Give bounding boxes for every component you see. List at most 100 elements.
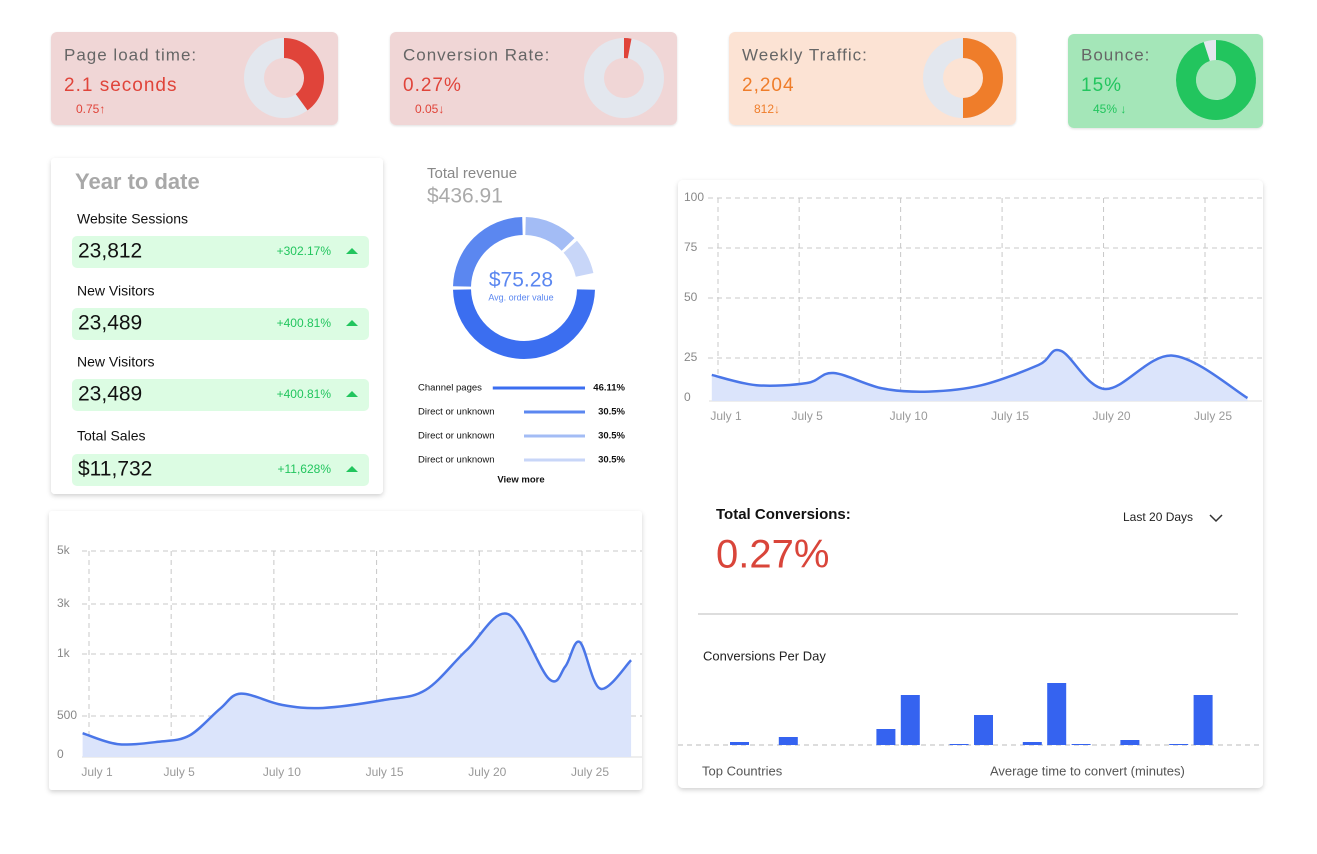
y-tick-label: 75 [684,240,698,254]
ytd-box [72,236,369,268]
y-tick-label: 0 [684,390,691,404]
up-caret [346,248,358,254]
legend-name: Channel pages [418,383,482,394]
ytd-title: Year to date [75,169,200,194]
ytd-change: +400.81% [277,316,332,330]
x-tick-label: July 1 [710,409,742,423]
view-more-link[interactable]: View more [497,475,544,486]
gauge-arc [962,38,1003,118]
conversions-title: Total Conversions: [716,506,851,523]
ytd-value: 23,489 [78,383,142,406]
ytd-label: Total Sales [77,428,145,444]
footer-right: Average time to convert (minutes) [990,763,1185,778]
line [82,612,632,746]
bar [1169,744,1189,745]
conversions-panel [678,180,1263,788]
ytd-box [72,308,369,340]
y-tick-label: 5k [57,543,71,557]
x-tick-label: July 25 [1194,409,1232,423]
donut-center-value: $75.28 [489,269,553,292]
ytd-label: New Visitors [77,283,155,299]
kpi-change: 812↓ [754,102,780,116]
kpi-value: 2.1 seconds [64,75,177,96]
bar [730,742,749,745]
donut-segment [453,289,595,359]
up-caret [346,466,358,472]
x-tick-label: July 1 [81,765,113,779]
ytd-box [72,454,369,486]
x-tick-label: July 5 [163,765,195,779]
bar [778,737,798,745]
donut-segment [524,217,575,252]
ytd-box [72,379,369,411]
y-tick-label: 0 [57,747,64,761]
ytd-label: New Visitors [77,354,155,370]
area-fill [82,613,632,757]
kpi-label: Bounce: [1081,45,1150,64]
y-tick-label: 1k [57,646,71,660]
bar [1047,683,1067,745]
kpi-change: 0.05↓ [415,102,444,116]
gauge-arc [1176,40,1256,120]
y-tick-label: 25 [684,350,698,364]
bar [876,729,896,745]
line [711,348,1249,400]
x-tick-label: July 15 [366,765,404,779]
legend-value: 30.5% [598,431,625,442]
revenue-title: Total revenue [427,165,517,182]
donut-segment [453,217,524,288]
ytd-change: +11,628% [278,462,332,476]
legend-value: 30.5% [598,407,625,418]
bar [1120,740,1140,745]
x-tick-label: July 20 [468,765,506,779]
bar [974,715,993,745]
x-tick-label: July 15 [991,409,1029,423]
bar [1193,695,1213,745]
gauge-arc [623,38,632,59]
kpi-label: Page load time: [64,45,197,64]
legend-name: Direct or unknown [418,431,495,442]
revenue-total: $436.91 [427,185,503,208]
period-dropdown[interactable]: Last 20 Days [1123,510,1193,524]
bar-title: Conversions Per Day [703,648,826,663]
y-tick-label: 50 [684,290,698,304]
donut-center-label: Avg. order value [488,292,553,302]
kpi-value: 0.27% [403,75,462,96]
donut-segment [563,240,594,278]
up-caret [346,320,358,326]
footer-left: Top Countries [702,763,783,778]
y-tick-label: 500 [57,708,77,722]
gauge-arc [283,38,324,111]
kpi-change: 45% ↓ [1093,102,1126,116]
conversions-value: 0.27% [716,533,829,577]
kpi-change: 0.75↑ [76,102,105,116]
ytd-value: $11,732 [78,458,152,481]
ytd-change: +400.81% [277,387,332,401]
legend-name: Direct or unknown [418,455,495,466]
ytd-label: Website Sessions [77,211,188,227]
bar [949,744,969,745]
kpi-label: Conversion Rate: [403,45,550,64]
x-tick-label: July 20 [1093,409,1131,423]
bar [900,695,920,745]
dropdown-chevron[interactable] [1209,514,1223,523]
legend-name: Direct or unknown [418,407,495,418]
bar [1071,744,1091,745]
ytd-value: 23,812 [78,240,142,263]
x-tick-label: July 10 [890,409,928,423]
up-caret [346,391,358,397]
x-tick-label: July 5 [791,409,823,423]
kpi-label: Weekly Traffic: [742,45,868,64]
ytd-change: +302.17% [277,244,332,258]
kpi-value: 15% [1081,75,1122,96]
x-tick-label: July 25 [571,765,609,779]
y-tick-label: 100 [684,190,704,204]
ytd-value: 23,489 [78,312,142,335]
y-tick-label: 3k [57,596,71,610]
kpi-value: 2,204 [742,75,795,96]
legend-value: 46.11% [593,383,625,394]
x-tick-label: July 10 [263,765,301,779]
bar [1022,742,1042,745]
legend-value: 30.5% [598,455,625,466]
